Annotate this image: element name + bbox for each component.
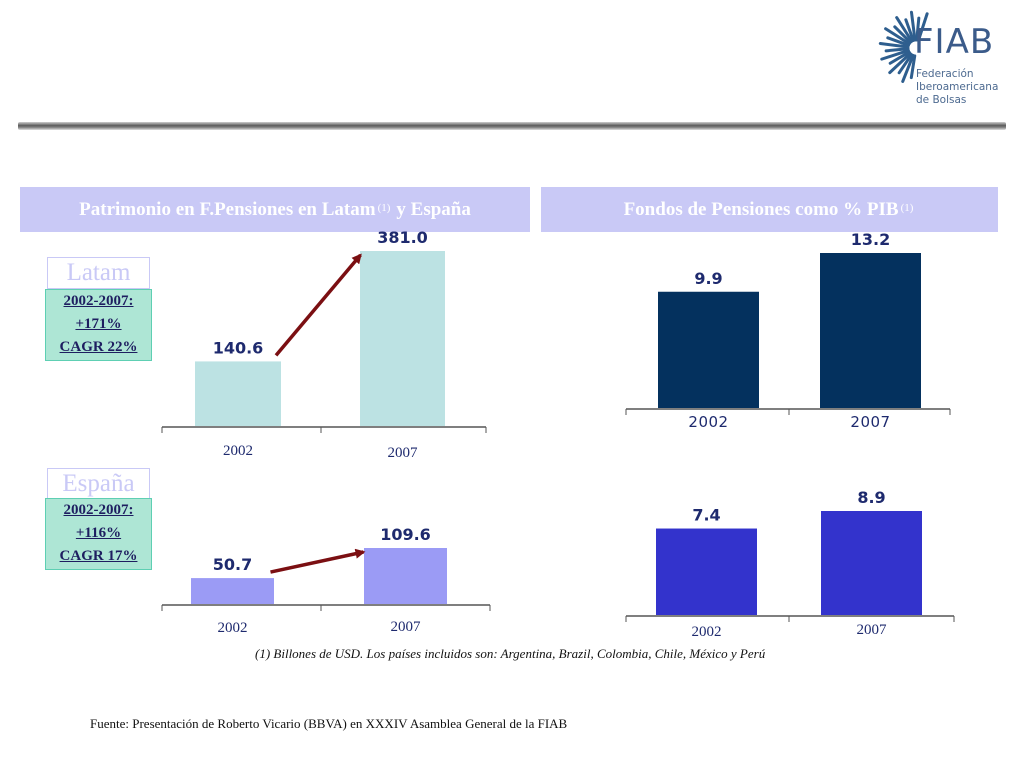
value-label-espana_pib-2007: 8.9 [857,488,885,507]
top-divider-bar [18,122,1006,130]
tick-label-latam_pib-2002: 2002 [688,413,728,431]
fiab-sunburst-icon [878,10,929,83]
value-label-espana_assets-2007: 109.6 [380,525,431,544]
growth-box-latam: 2002-2007: +171% CAGR 22% [45,289,152,361]
tick-label-espana_assets-2002: 2002 [218,620,248,636]
bar-espana_assets-2002 [191,578,274,604]
tick-label-latam_assets-2007: 2007 [388,445,419,461]
tick-label-espana_pib-2007: 2007 [857,622,888,638]
value-label-latam_pib-2002: 9.9 [694,269,722,288]
tick-label-espana_pib-2002: 2002 [692,624,722,640]
region-label-latam: Latam [47,257,150,289]
logo-ray [915,16,921,42]
growth-arrow-latam_assets [274,253,362,357]
logo-ray [897,53,914,75]
logo-ray [884,27,911,46]
growth-arrow-espana_assets [270,548,366,574]
logo-wordmark: FIAB [914,22,995,62]
logo-ray [888,50,911,65]
bar-latam_pib-2007 [820,253,921,408]
logo-ray [893,25,912,44]
value-label-latam_pib-2007: 13.2 [851,230,890,249]
header-left: Patrimonio en F.Pensiones en Latam (1) y E… [20,187,530,232]
logo-ray [878,41,910,49]
logo-ray [884,47,910,53]
value-label-latam_assets-2007: 381.0 [377,228,428,247]
bar-espana_assets-2007 [364,548,447,604]
growth-box-espana: 2002-2007: +116% CAGR 17% [45,498,152,570]
logo-ray [916,12,929,42]
logo-ray [904,18,915,42]
value-label-latam_assets-2002: 140.6 [213,338,264,357]
logo-ray [888,51,912,75]
bar-latam_assets-2007 [360,251,445,426]
logo-ray [909,54,917,80]
region-label-espana: España [47,468,150,500]
tick-label-latam_pib-2007: 2007 [850,413,890,431]
bar-espana_pib-2002 [656,528,757,615]
logo-ray [895,16,914,43]
value-label-espana_pib-2002: 7.4 [692,506,720,525]
logo-ray [901,53,915,83]
tick-label-latam_assets-2002: 2002 [223,443,253,459]
logo-ray [909,10,917,42]
footnote: (1) Billones de USD. Los países incluido… [255,646,766,661]
source-note: Fuente: Presentación de Roberto Vicario … [90,716,568,731]
header-right: Fondos de Pensiones como % PIB (1) [541,187,998,232]
tick-label-espana_assets-2007: 2007 [391,619,422,635]
logo-ray [886,36,910,47]
logo-ray [880,48,910,61]
bar-latam_pib-2002 [658,291,759,408]
bar-latam_assets-2002 [195,361,281,426]
logo-subtitle: Federación Iberoamericana de Bolsas [916,68,999,106]
value-label-espana_assets-2002: 50.7 [213,555,252,574]
bar-espana_pib-2007 [821,511,922,615]
